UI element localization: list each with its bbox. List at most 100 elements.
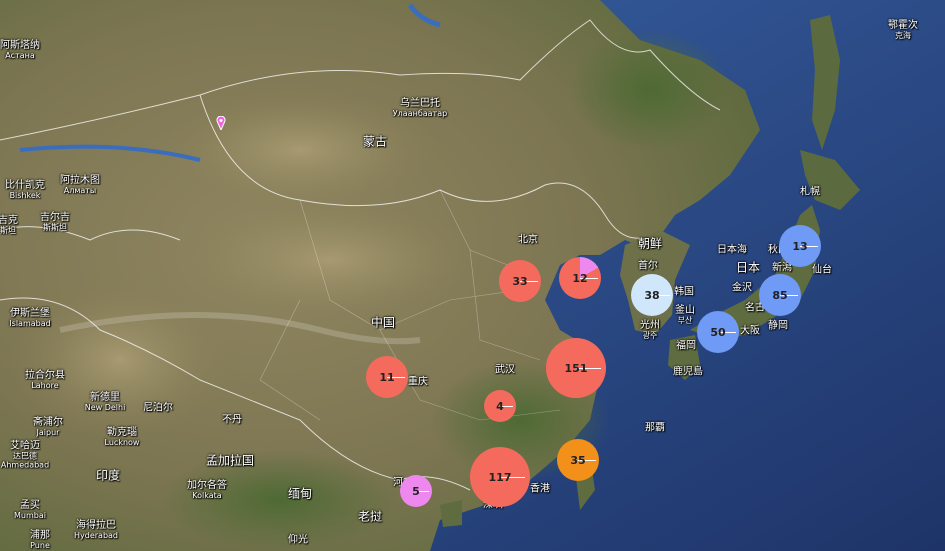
cluster-pointer-line: [578, 460, 596, 461]
cluster-count: 5: [412, 484, 420, 498]
place-name: 鹿児島: [673, 366, 703, 378]
cluster-count: 11: [379, 370, 395, 384]
place-label-kyrgyz: 吉尔吉 斯斯坦: [40, 212, 70, 232]
place-name: 中国: [370, 315, 396, 330]
place-name: 吉克: [0, 215, 18, 226]
place-label-hongkong: 香港: [530, 484, 550, 495]
marker-cluster-c4[interactable]: 4: [484, 390, 516, 422]
marker-cluster-c85[interactable]: 85: [759, 274, 801, 316]
cluster-count: 12: [572, 271, 588, 285]
place-label-seaofjapan: 日本海: [717, 245, 747, 256]
place-subname: 광주: [642, 331, 658, 340]
cluster-count: 38: [644, 288, 660, 302]
marker-cluster-c35[interactable]: 35: [557, 439, 599, 481]
place-subname: 부산: [677, 316, 693, 325]
marker-cluster-c117[interactable]: 117: [470, 447, 530, 507]
place-label-kagoshima: 鹿児島: [673, 367, 703, 378]
place-label-sendai: 仙台: [812, 265, 832, 276]
place-label-mumbai: 孟买 Mumbai: [14, 500, 46, 520]
cluster-count: 4: [496, 399, 504, 413]
place-name: 仙台: [812, 264, 832, 276]
marker-cluster-c50[interactable]: 50: [697, 311, 739, 353]
marker-cluster-c33[interactable]: 33: [499, 260, 541, 302]
cluster-count: 85: [772, 288, 788, 302]
marker-cluster-c151[interactable]: 151: [546, 338, 606, 398]
place-subname: 斯坦: [0, 226, 16, 235]
place-name: 新潟: [772, 262, 792, 274]
place-subname: Астана: [5, 51, 35, 60]
hokkaido-landmass: [800, 150, 860, 210]
place-subname: Pune: [30, 541, 50, 550]
place-label-nepal: 尼泊尔: [143, 403, 173, 414]
place-label-almaty: 阿拉木图 Алматы: [60, 175, 100, 195]
place-label-islamabad: 伊斯兰堡 Islamabad: [9, 308, 50, 328]
place-label-hyderabad: 海得拉巴 Hyderabad: [74, 520, 118, 540]
place-label-wuhan: 武汉: [495, 365, 515, 376]
plains-area: [10, 280, 230, 440]
place-name: 阿斯塔纳: [0, 40, 40, 51]
place-label-lahore: 拉合尔县 Lahore: [25, 370, 65, 390]
gobi-area: [160, 90, 440, 210]
marker-cluster-c38[interactable]: 38: [631, 274, 673, 316]
place-name: 武汉: [495, 364, 515, 376]
place-label-hanoi: 河: [393, 478, 403, 489]
place-name: 仰光: [288, 534, 308, 546]
place-name: 勒克瑙: [107, 427, 137, 438]
place-label-okhotsk: 鄂霍次 克海: [888, 20, 918, 40]
cluster-pointer-line: [576, 368, 602, 369]
place-name: 印度: [95, 468, 121, 483]
place-name: 孟买: [20, 500, 40, 511]
place-name: 蒙古: [362, 134, 388, 149]
borders: [0, 19, 721, 491]
place-label-shizuoka: 静岡: [768, 321, 788, 332]
place-name: 名古: [745, 302, 765, 314]
place-label-china: 中国: [370, 315, 396, 330]
cluster-count: 50: [710, 325, 726, 339]
place-label-jaipur: 斋浦尔 Jaipur: [33, 417, 63, 437]
marker-cluster-c12[interactable]: 12: [559, 257, 601, 299]
place-name: 那覇: [645, 422, 665, 434]
desert-area: [180, 200, 480, 320]
place-label-beijing: 北京: [518, 235, 538, 246]
place-label-naha: 那覇: [645, 423, 665, 434]
place-label-tajik: 吉克 斯坦: [0, 215, 18, 235]
marker-cluster-c11[interactable]: 11: [366, 356, 408, 398]
map-pin-icon[interactable]: [216, 116, 226, 130]
place-name: 海得拉巴: [76, 520, 116, 531]
place-name: 北京: [518, 234, 538, 246]
place-label-kolkata: 加尔各答 Kolkata: [187, 480, 227, 500]
place-subname: Hyderabad: [74, 531, 118, 540]
place-label-fukuoka: 福岡: [676, 341, 696, 352]
place-label-yangon: 仰光: [288, 535, 308, 546]
cluster-pointer-line: [387, 377, 405, 378]
place-name: 大阪: [740, 325, 760, 337]
marker-cluster-c13[interactable]: 13: [779, 225, 821, 267]
place-name: 浦那: [30, 530, 50, 541]
cluster-pointer-line: [500, 477, 526, 478]
place-label-korea: 朝鲜: [638, 238, 662, 250]
place-name: 吉尔吉: [40, 212, 70, 223]
place-name: 缅甸: [287, 486, 313, 501]
place-subname: 斯斯坦: [43, 223, 67, 232]
place-name: 比什凯克: [5, 180, 45, 191]
place-label-chongqing: 重庆: [408, 377, 428, 388]
place-subname: Bishkek: [9, 191, 41, 200]
place-name: 加尔各答: [187, 480, 227, 491]
place-label-seoul: 首尔: [638, 261, 658, 272]
place-subname: Mumbai: [14, 511, 46, 520]
cluster-pointer-line: [580, 278, 598, 279]
place-name: 新德里: [90, 392, 120, 403]
place-label-busan: 釜山 부산: [675, 305, 695, 325]
place-label-osaka: 大阪: [740, 326, 760, 337]
kyushu-landmass: [668, 335, 700, 380]
place-subname: Islamabad: [9, 319, 51, 328]
place-name: 乌兰巴托: [400, 98, 440, 109]
place-name: 香港: [530, 483, 550, 495]
place-name: 鄂霍次: [888, 20, 918, 31]
cluster-count: 35: [570, 453, 586, 467]
himalaya-ridge: [59, 312, 421, 345]
place-subname: 达巴德: [12, 451, 37, 461]
place-name: 孟加拉国: [205, 453, 255, 468]
marker-cluster-c5[interactable]: 5: [400, 475, 432, 507]
